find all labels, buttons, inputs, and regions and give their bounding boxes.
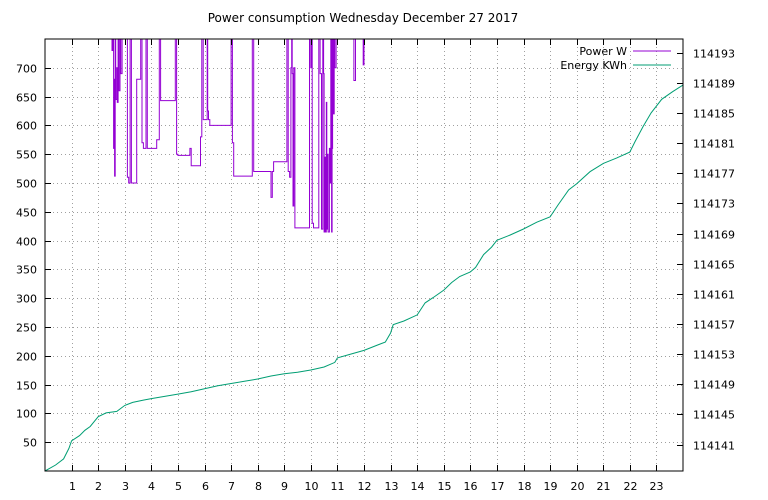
x-tick-label: 21 [597,480,611,493]
y-left-tick-label: 400 [16,236,37,249]
x-tick-label: 7 [228,480,235,493]
x-tick-label: 1 [69,480,76,493]
legend-label-energy: Energy KWh [560,59,627,72]
y-right-tick-label: 114157 [693,319,735,332]
legend-label-power: Power W [579,45,627,58]
y-right-tick-label: 114153 [693,349,735,362]
y-left-tick-label: 600 [16,120,37,133]
x-tick-label: 3 [122,480,129,493]
x-tick-label: 17 [491,480,505,493]
x-tick-label: 9 [281,480,288,493]
y-left-tick-label: 350 [16,264,37,277]
y-right-tick-label: 114173 [693,198,735,211]
x-tick-label: 15 [438,480,452,493]
series-line-energy [45,84,683,471]
y-left-tick-label: 250 [16,322,37,335]
y-right-tick-label: 114185 [693,108,735,121]
y-left-tick-label: 700 [16,63,37,76]
y-right-tick-label: 114189 [693,78,735,91]
y-left-tick-label: 100 [16,408,37,421]
x-tick-label: 14 [411,480,425,493]
chart-title: Power consumption Wednesday December 27 … [208,11,519,25]
x-tick-label: 2 [95,480,102,493]
y-right-tick-label: 114181 [693,138,735,151]
x-tick-label: 10 [305,480,319,493]
x-tick-label: 16 [464,480,478,493]
x-tick-label: 20 [571,480,585,493]
y-left-tick-label: 550 [16,149,37,162]
x-tick-label: 11 [331,480,345,493]
y-right-tick-label: 114145 [693,409,735,422]
series-line-power [111,39,365,233]
x-tick-label: 22 [624,480,638,493]
y-right-tick-label: 114165 [693,259,735,272]
x-tick-label: 13 [385,480,399,493]
x-tick-label: 4 [148,480,155,493]
y-left-tick-label: 300 [16,293,37,306]
y-right-tick-label: 114177 [693,168,735,181]
legend: Power W Energy KWh [560,45,671,72]
x-tick-label: 5 [175,480,182,493]
x-tick-label: 18 [518,480,532,493]
y-right-tick-label: 114141 [693,440,735,453]
y-left-tick-label: 200 [16,351,37,364]
y-left-tick-label: 150 [16,380,37,393]
y-left-tick-label: 450 [16,207,37,220]
x-tick-label: 19 [544,480,558,493]
y-right-tick-label: 114169 [693,229,735,242]
x-tick-label: 23 [650,480,664,493]
x-tick-label: 8 [255,480,262,493]
tick-layer: 1 2 3 4 5 6 7 8 9 10 11 12 13 14 15 16 17 18 19 20 21 22 23501… [16,39,735,493]
grid-layer [45,39,683,471]
y-left-tick-label: 650 [16,92,37,105]
x-tick-label: 12 [358,480,372,493]
y-left-tick-label: 500 [16,178,37,191]
x-tick-label: 6 [202,480,209,493]
y-right-tick-label: 114193 [693,48,735,61]
series-layer [45,39,683,471]
y-left-tick-label: 50 [23,437,37,450]
y-right-tick-label: 114161 [693,289,735,302]
y-right-tick-label: 114149 [693,379,735,392]
